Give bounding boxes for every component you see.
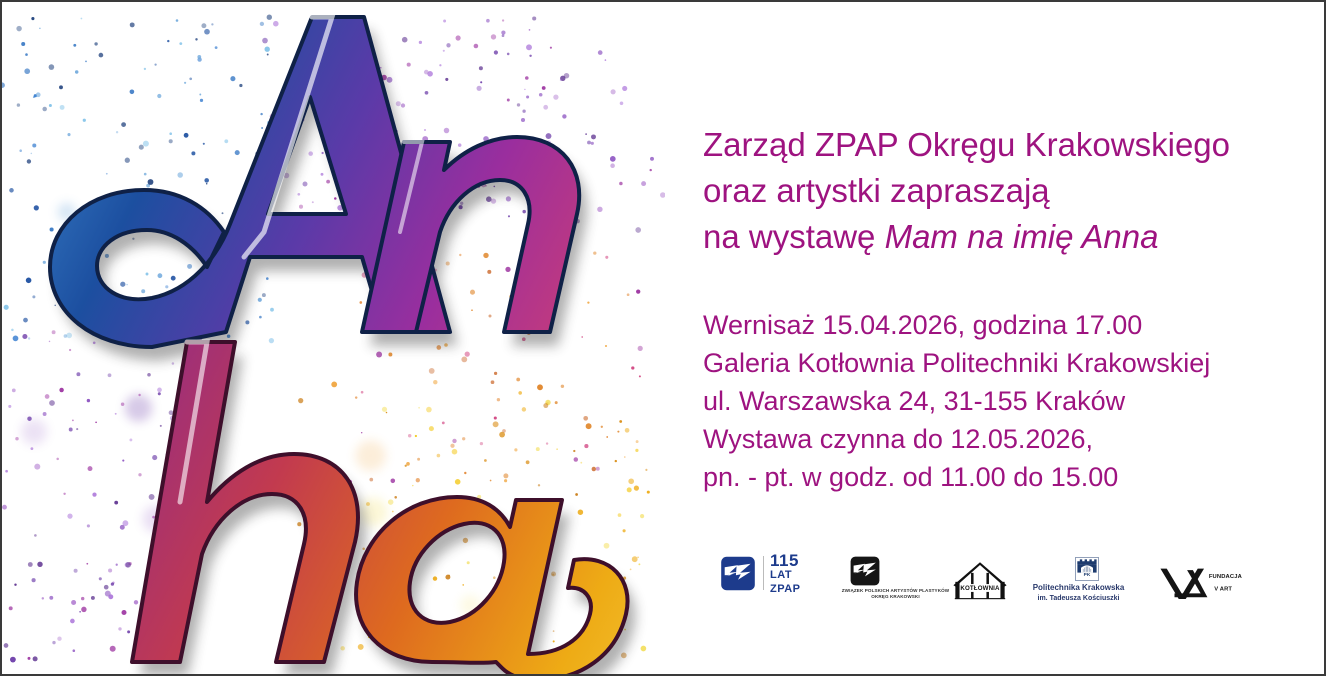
- svg-text:KOTŁOWNIA: KOTŁOWNIA: [960, 585, 1000, 592]
- svg-text:V ART: V ART: [1214, 586, 1232, 592]
- svg-text:FUNDACJA: FUNDACJA: [1209, 574, 1243, 580]
- svg-text:PK: PK: [1084, 572, 1091, 578]
